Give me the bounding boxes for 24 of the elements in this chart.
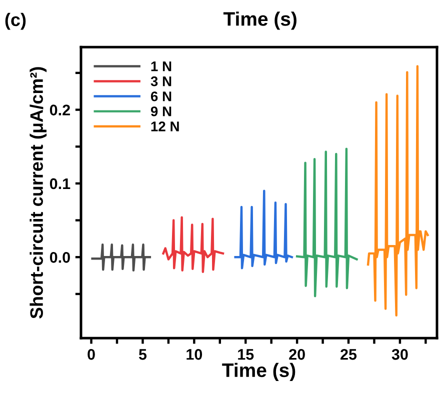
y-tick-label: 0.1 [50, 178, 70, 190]
line-series [234, 190, 294, 270]
legend-label: 12 N [151, 122, 179, 132]
x-tick-label: 30 [392, 349, 408, 360]
line-series [366, 65, 429, 316]
line-series [91, 243, 152, 272]
x-tick-label: 25 [340, 349, 357, 360]
legend-label: 6 N [150, 91, 172, 102]
x-tick-label: 5 [138, 349, 147, 360]
x-axis-title: Time (s) [222, 362, 296, 381]
y-axis-title: Short-circuit current (μA/cm²) [30, 67, 47, 319]
legend-label: 9 N [150, 106, 172, 116]
legend-label: 3 N [150, 76, 172, 86]
text: Time (s) [223, 12, 296, 30]
y-tick-label: 0.2 [50, 104, 70, 116]
x-tick-label: 20 [289, 349, 305, 360]
x-tick-label: 0 [88, 349, 95, 360]
x-tick-label: 15 [238, 349, 254, 360]
line-series [296, 148, 358, 298]
y-tick-label: 0.0 [50, 252, 70, 263]
legend-label: 1 N [151, 62, 172, 72]
line-series [162, 216, 224, 273]
x-tick-label: 10 [186, 349, 202, 360]
text: (c) [5, 12, 26, 30]
